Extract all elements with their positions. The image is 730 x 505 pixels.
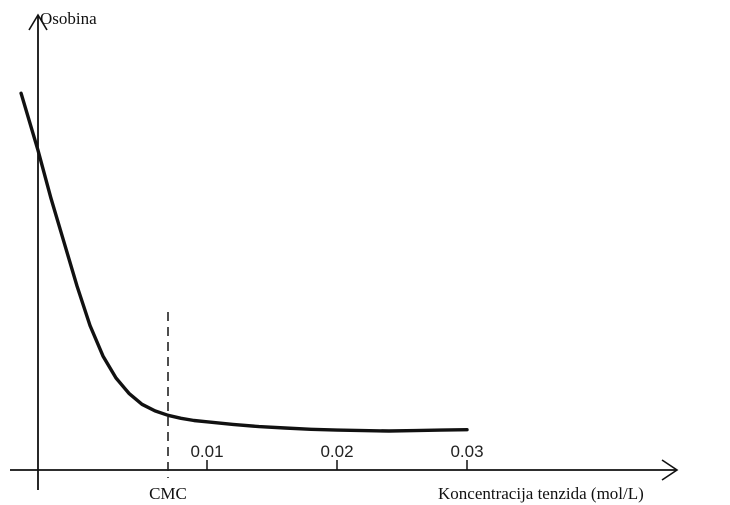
cmc-label: CMC [149, 484, 187, 503]
x-ticks: 0.01 0.02 0.03 [190, 442, 484, 470]
series-line [19, 91, 469, 433]
x-tick-label: 0.03 [450, 442, 483, 461]
x-axis-label: Koncentracija tenzida (mol/L) [438, 484, 644, 503]
annotations: CMC [149, 312, 187, 503]
x-axis-arrow-icon [661, 459, 679, 481]
y-axis-arrow-icon [28, 13, 48, 31]
x-tick-label: 0.01 [190, 442, 223, 461]
axes [10, 13, 679, 490]
x-tick-label: 0.02 [320, 442, 353, 461]
y-axis-label: Osobina [40, 9, 97, 28]
